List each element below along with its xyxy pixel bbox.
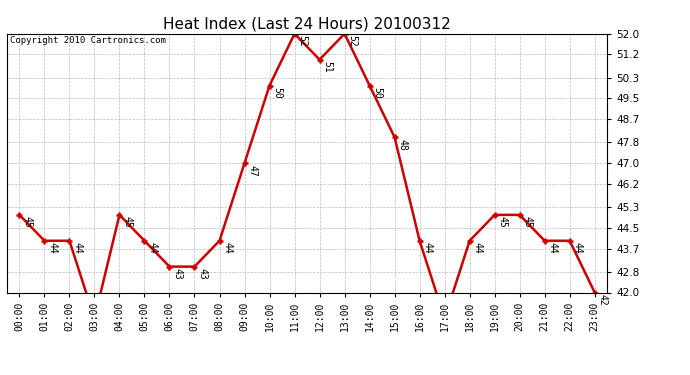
Text: 45: 45	[22, 216, 32, 228]
Title: Heat Index (Last 24 Hours) 20100312: Heat Index (Last 24 Hours) 20100312	[163, 16, 451, 31]
Text: 50: 50	[273, 87, 282, 99]
Text: 44: 44	[422, 242, 433, 254]
Text: 47: 47	[247, 165, 257, 176]
Text: 51: 51	[322, 61, 333, 73]
Text: 43: 43	[197, 268, 207, 280]
Text: 44: 44	[47, 242, 57, 254]
Text: 45: 45	[522, 216, 533, 228]
Text: 50: 50	[373, 87, 382, 99]
Text: 42: 42	[598, 294, 607, 306]
Text: 52: 52	[347, 35, 357, 47]
Text: 44: 44	[573, 242, 582, 254]
Text: 41: 41	[0, 374, 1, 375]
Text: 41: 41	[0, 374, 1, 375]
Text: 44: 44	[547, 242, 558, 254]
Text: 45: 45	[122, 216, 132, 228]
Text: 52: 52	[297, 35, 307, 47]
Text: 48: 48	[397, 139, 407, 150]
Text: 44: 44	[72, 242, 82, 254]
Text: 44: 44	[147, 242, 157, 254]
Text: 44: 44	[222, 242, 233, 254]
Text: Copyright 2010 Cartronics.com: Copyright 2010 Cartronics.com	[10, 36, 166, 45]
Text: 44: 44	[473, 242, 482, 254]
Text: 45: 45	[497, 216, 507, 228]
Text: 43: 43	[172, 268, 182, 280]
